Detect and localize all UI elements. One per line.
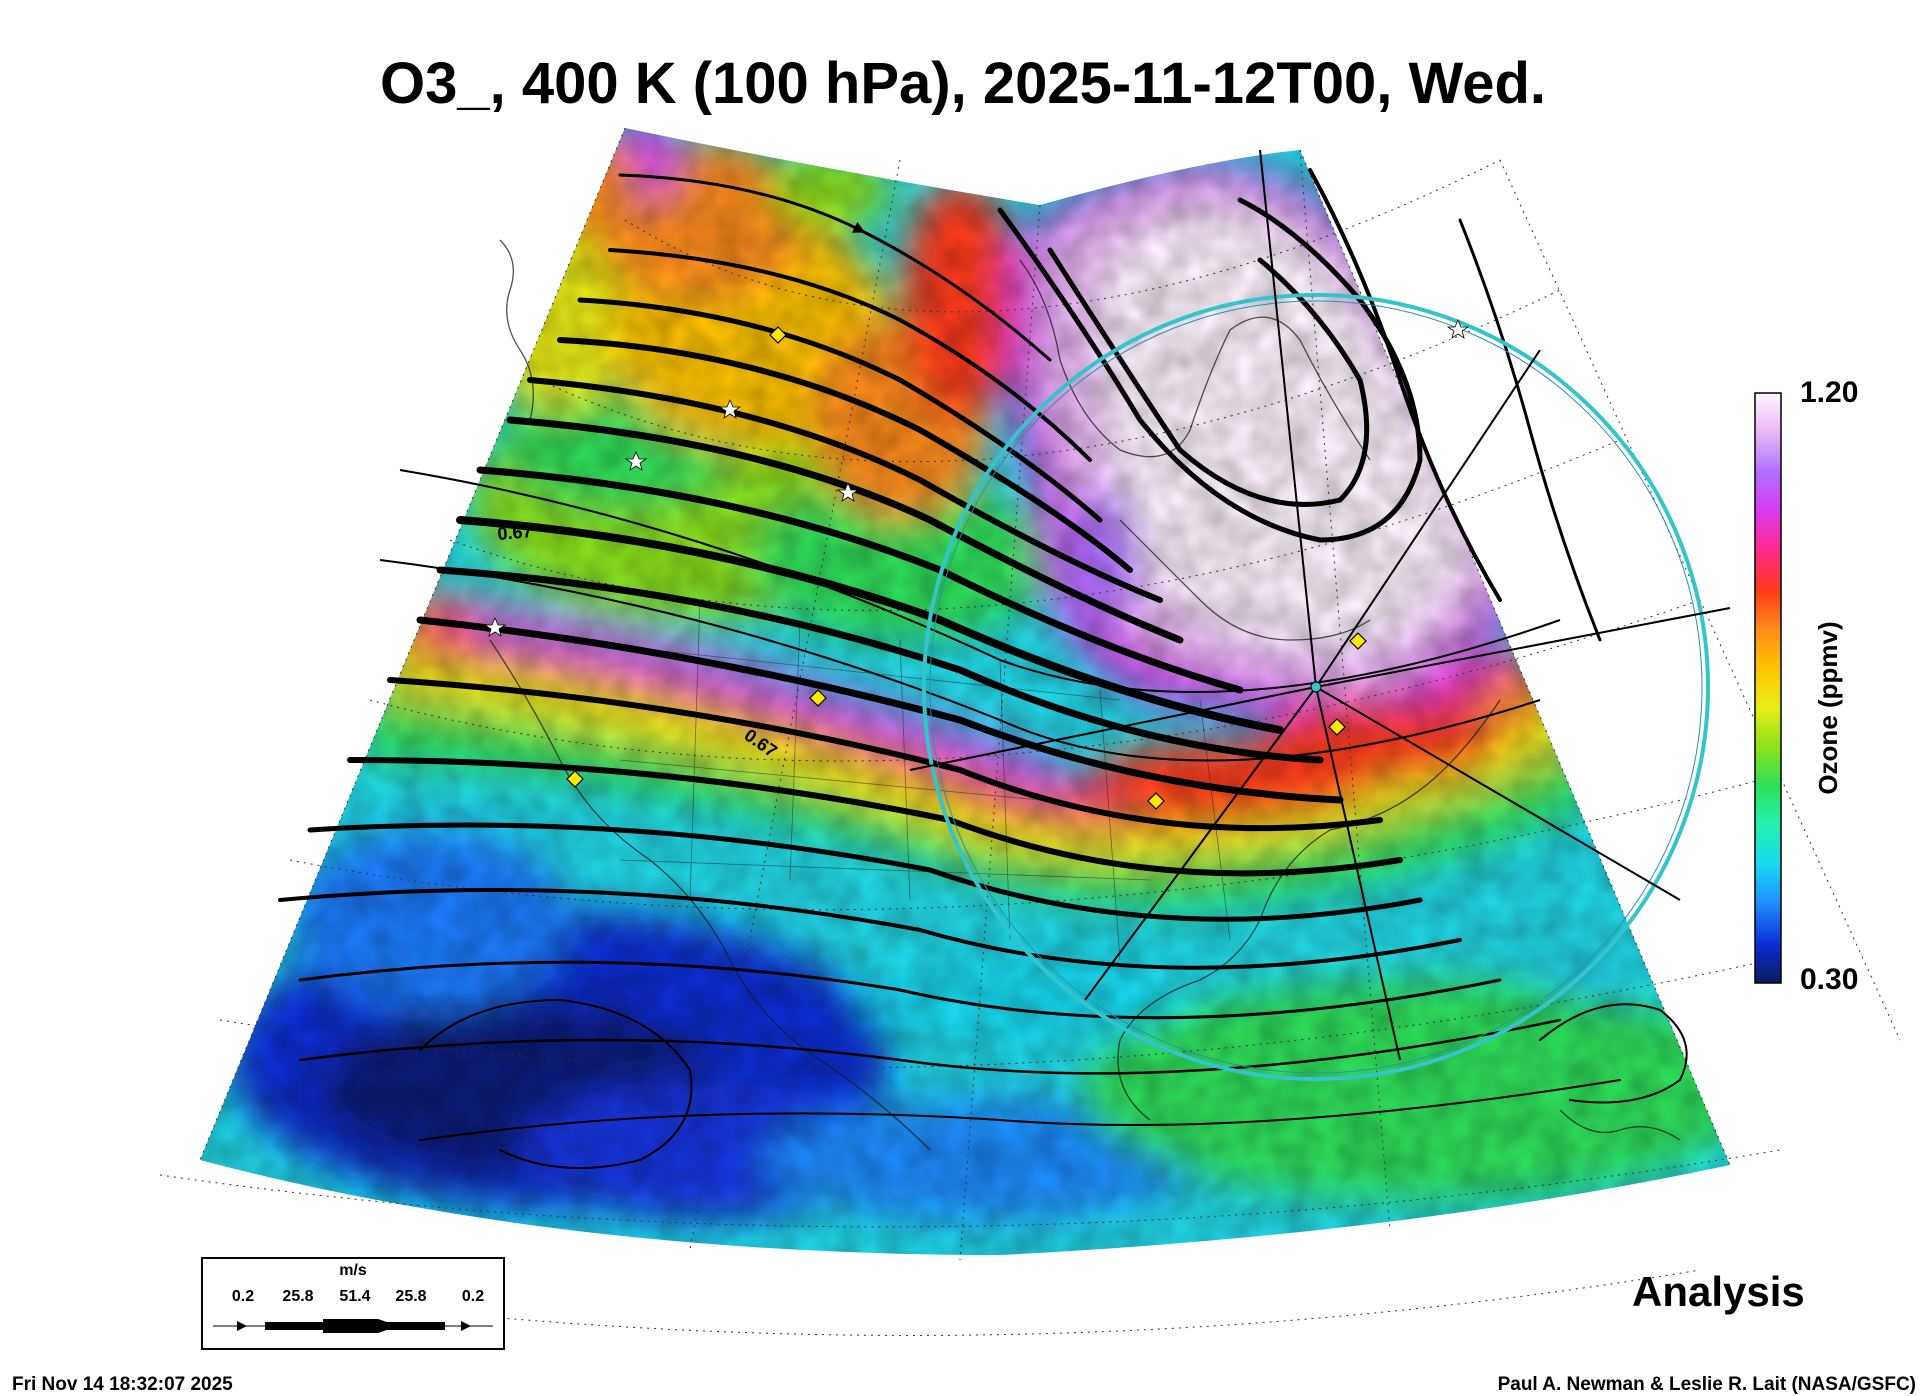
- wind-legend-tick: 25.8: [395, 1288, 427, 1305]
- analysis-circle: [922, 293, 1710, 1081]
- site-marker: [1349, 632, 1367, 650]
- colorbar-max-label: 1.20: [1800, 376, 1859, 409]
- timestamp: Fri Nov 14 18:32:07 2025: [12, 1374, 233, 1395]
- station-star: [624, 450, 648, 471]
- site-marker: [809, 689, 827, 707]
- wind-legend-ticks: 0.2 25.8 51.4 25.8 0.2: [203, 1288, 503, 1308]
- credit: Paul A. Newman & Leslie R. Lait (NASA/GS…: [1497, 1374, 1916, 1395]
- site-marker: [1147, 792, 1165, 810]
- circle-center-marker: [1310, 681, 1322, 693]
- analysis-label: Analysis: [1632, 1268, 1805, 1315]
- wind-legend-arrow: [213, 1319, 493, 1333]
- colorbar-min-label: 0.30: [1800, 963, 1859, 996]
- coastlines: [489, 239, 1681, 1151]
- station-star: [718, 398, 742, 419]
- site-marker: [769, 326, 787, 344]
- wind-legend-tick: 25.8: [282, 1288, 314, 1305]
- wind-legend-tick: 0.2: [461, 1288, 485, 1305]
- site-marker: [1328, 718, 1346, 736]
- station-stars: [483, 318, 1470, 637]
- cross-section-lines: [909, 149, 1731, 1061]
- site-marker: [566, 770, 584, 788]
- wind-legend-unit: m/s: [339, 1262, 367, 1279]
- colorbar: [1754, 392, 1782, 984]
- contour-label: 0.67: [497, 521, 534, 544]
- site-markers: [566, 326, 1367, 810]
- station-star: [483, 616, 507, 637]
- wind-legend-tick: 51.4: [339, 1288, 371, 1305]
- colorbar-variable-label: Ozone (ppmv): [1813, 621, 1843, 795]
- ozone-field: [200, 128, 1730, 1255]
- ozone-contour: [379, 469, 1561, 762]
- map-title: O3_, 400 K (100 hPa), 2025-11-12T00, Wed…: [379, 51, 1546, 116]
- station-star: [1446, 318, 1470, 339]
- wind-speed-legend: m/s 0.2 25.8 51.4 25.8 0.2: [201, 1257, 505, 1350]
- wind-legend-tick: 0.2: [231, 1288, 255, 1305]
- station-star: [836, 481, 860, 502]
